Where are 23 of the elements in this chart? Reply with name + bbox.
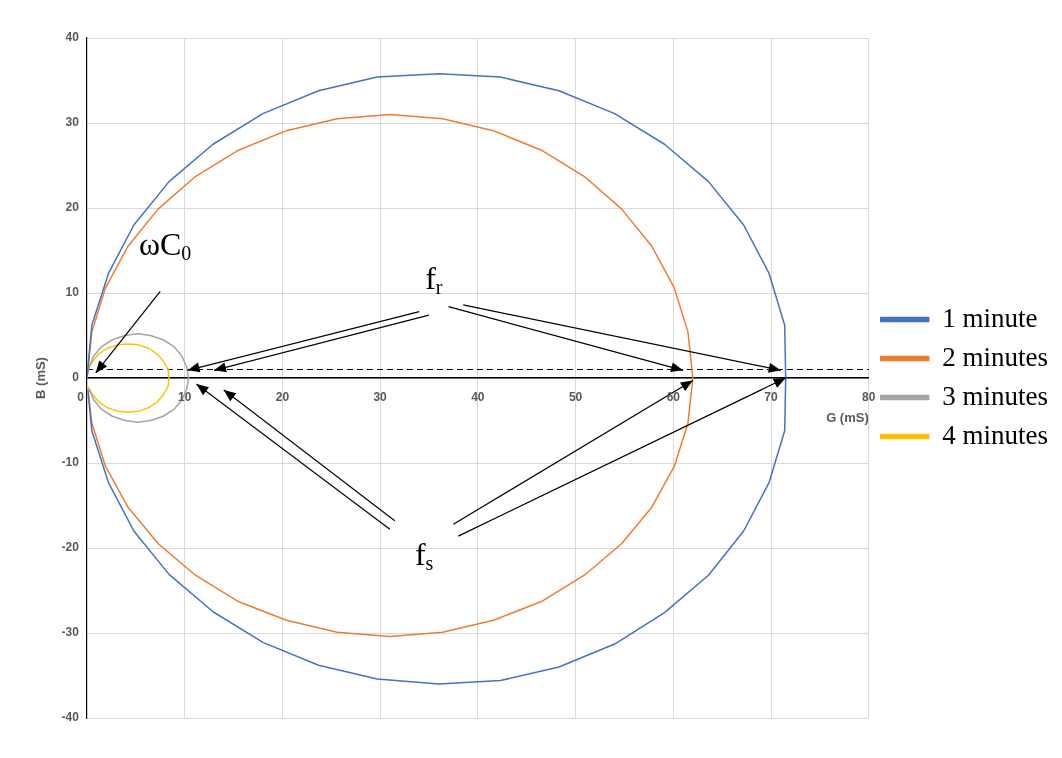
y-tick-label: -20 — [61, 540, 80, 555]
x-tick-label: 40 — [471, 390, 485, 405]
x-axis-title: G (mS) — [826, 410, 869, 425]
y-tick-label: 30 — [65, 115, 80, 130]
legend-label: 3 minutes — [942, 380, 1048, 411]
y-axis-title: B (mS) — [33, 357, 49, 399]
y-tick-label: 10 — [65, 285, 80, 300]
y-tick-label: 0 — [72, 370, 80, 385]
legend-label: 4 minutes — [942, 419, 1048, 450]
y-tick-label: 40 — [65, 30, 80, 45]
x-tick-label: 20 — [275, 390, 290, 405]
legend-label: 2 minutes — [942, 341, 1048, 372]
y-tick-label: 20 — [65, 200, 80, 215]
legend-label: 1 minute — [942, 302, 1038, 333]
x-tick-label: 50 — [568, 390, 583, 405]
y-tick-label: -10 — [61, 455, 80, 470]
x-tick-label: 10 — [177, 390, 192, 405]
x-tick-label: 30 — [373, 390, 388, 405]
x-tick-label: 80 — [862, 390, 876, 405]
x-tick-label: 60 — [666, 390, 681, 405]
x-tick-label: 70 — [764, 390, 779, 405]
y-tick-label: -30 — [61, 625, 80, 640]
y-tick-label: -40 — [61, 710, 80, 725]
